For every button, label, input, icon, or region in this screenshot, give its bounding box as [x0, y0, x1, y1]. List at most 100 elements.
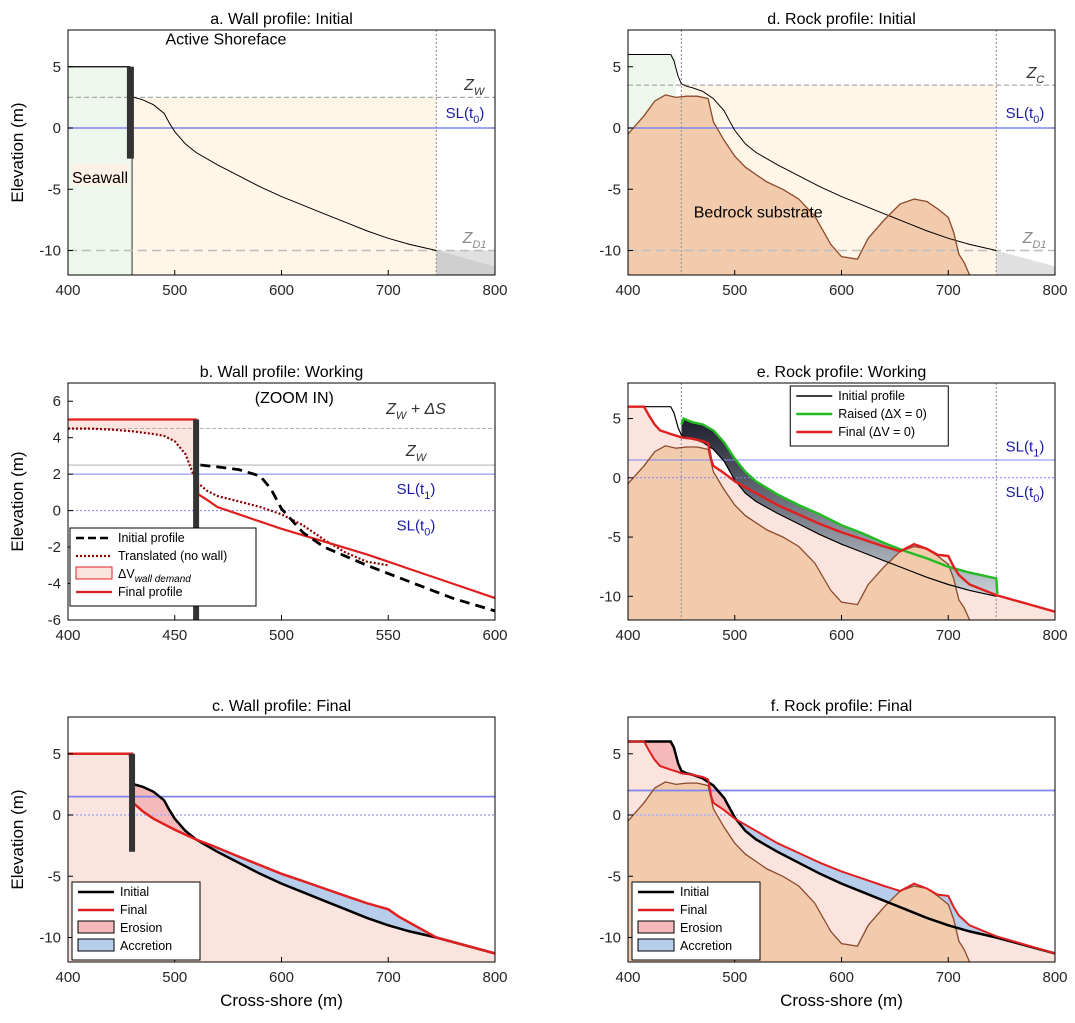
sl-label-end: ): [1039, 105, 1044, 122]
legend-sub: wall demand: [135, 574, 192, 585]
legend-initial-text: Initial: [120, 885, 149, 899]
y-tick-label: 5: [53, 59, 61, 76]
x-tick-label: 700: [376, 282, 401, 299]
legend-translated-text: Translated (no wall): [118, 549, 227, 563]
panel-title: e. Rock profile: Working: [757, 364, 927, 381]
x-tick-label: 550: [376, 627, 401, 644]
x-tick-label: 800: [482, 969, 507, 986]
annotations-e: SL(t1)SL(t0): [1006, 439, 1045, 505]
y-tick-label: 5: [53, 746, 61, 763]
x-tick-label: 500: [722, 282, 747, 299]
legend-erosion-text: Erosion: [680, 921, 722, 935]
legend-accretion-symbol: [637, 938, 675, 952]
erosion-fill: [709, 782, 736, 820]
legend-accretion-text: Accretion: [680, 939, 732, 953]
legend-erosion-symbol: [77, 920, 115, 934]
panel-title: d. Rock profile: Initial: [767, 11, 916, 28]
active-shoreface-label: Active Shoreface: [166, 32, 287, 49]
legend-c: Initial Final Erosion Accretion: [71, 881, 201, 961]
zw-ds-label-sub: W: [396, 410, 408, 422]
initial-line: [628, 406, 997, 597]
y-tick-label: -4: [48, 576, 61, 593]
x-axis-label: Cross-shore (m): [220, 991, 343, 1010]
zd1-label-main: Z: [462, 230, 474, 247]
legend-erosion-symbol: [637, 920, 675, 934]
erosion-fill: [645, 741, 689, 775]
sl-label-sub: 0: [1033, 114, 1039, 126]
y-tick-label: -2: [48, 539, 61, 556]
bedrock-label: Bedrock substrate: [694, 204, 823, 221]
x-tick-label: 500: [162, 282, 187, 299]
y-tick-label: 5: [613, 746, 621, 763]
legend-accretion-text: Accretion: [120, 939, 172, 953]
panel-title: a. Wall profile: Initial: [210, 11, 353, 28]
axes-a: 400 500 600 700 800 -10 -5 0 5 a. Wall profile: I…: [8, 11, 508, 299]
x-tick-label: 700: [936, 969, 961, 986]
y-tick-label: 0: [53, 503, 61, 520]
panel-title: c. Wall profile: Final: [212, 698, 351, 715]
x-tick-label: 400: [55, 969, 80, 986]
y-tick-label: 5: [613, 411, 621, 428]
y-tick-label: 0: [613, 120, 621, 137]
x-tick-label: 700: [376, 969, 401, 986]
legend-final-text: Final: [680, 903, 707, 917]
axes-f: 400 500 600 700 800 -10 -5 0 5 f. Rock profile: F…: [599, 698, 1067, 1010]
seawall-label-bg: [72, 163, 129, 186]
y-tick-label: 0: [613, 470, 621, 487]
x-tick-label: 400: [55, 282, 80, 299]
x-tick-label: 800: [1042, 969, 1067, 986]
sl0-main: SL(t: [1006, 484, 1034, 501]
initial-profile-line: [200, 463, 495, 613]
sl-label-end: ): [479, 105, 484, 122]
deep-wedge: [436, 250, 495, 275]
sl1-main: SL(t: [1006, 439, 1034, 456]
sl1-main: SL(t: [397, 481, 425, 498]
sl0-sub: 0: [424, 527, 430, 539]
y-axis-label: Elevation (m): [8, 789, 27, 889]
initial-line: [628, 740, 1055, 955]
zw-ds-label: ZW + ΔS: [385, 401, 446, 422]
y-tick-label: 2: [53, 466, 61, 483]
iteration-band: [681, 418, 997, 597]
panel-title: b. Wall profile: Working: [200, 364, 364, 381]
sl1-sub: 1: [1033, 448, 1039, 460]
zw-label: ZW: [463, 77, 486, 98]
y-tick-label: 0: [53, 120, 61, 137]
x-tick-label: 500: [269, 627, 294, 644]
legend-erosion-text: Erosion: [120, 921, 162, 935]
panel-title: f. Rock profile: Final: [771, 698, 912, 715]
y-tick-label: -10: [39, 930, 61, 947]
x-tick-label: 800: [1042, 627, 1067, 644]
plot-area-d: [628, 30, 1055, 275]
y-tick-label: -10: [599, 243, 621, 260]
y-tick-label: -6: [48, 612, 61, 629]
y-tick-label: -10: [39, 243, 61, 260]
sl0-label: SL(t0): [397, 518, 436, 539]
y-tick-label: 4: [53, 430, 61, 447]
seawall-bar: [129, 753, 136, 852]
sl0-label: SL(t0): [1006, 484, 1045, 505]
legend-e: Initial profile Raised (ΔX = 0) Final (ΔV …: [789, 385, 949, 447]
zd1-label-sub: D1: [1032, 239, 1046, 251]
sl1-label: SL(t1): [397, 481, 436, 502]
zd1-label: ZD1: [1022, 230, 1047, 251]
seawall-bar: [193, 419, 200, 620]
initial-line: [68, 752, 495, 955]
zw-ds-label-end: + ΔS: [406, 401, 446, 418]
y-tick-label: -5: [608, 529, 621, 546]
y-tick-label: -10: [599, 588, 621, 605]
y-tick-label: -5: [48, 868, 61, 885]
initial-profile-line: [628, 54, 997, 251]
x-tick-label: 400: [615, 627, 640, 644]
final-line: [628, 740, 1055, 955]
legend-initial-text: Initial profile: [838, 389, 905, 403]
shoreface-region: [132, 97, 437, 275]
x-tick-label: 500: [722, 627, 747, 644]
sl0-end: ): [430, 518, 435, 535]
y-tick-label: 6: [53, 393, 61, 410]
y-axis-label: Elevation (m): [8, 451, 27, 551]
x-tick-label: 500: [722, 969, 747, 986]
